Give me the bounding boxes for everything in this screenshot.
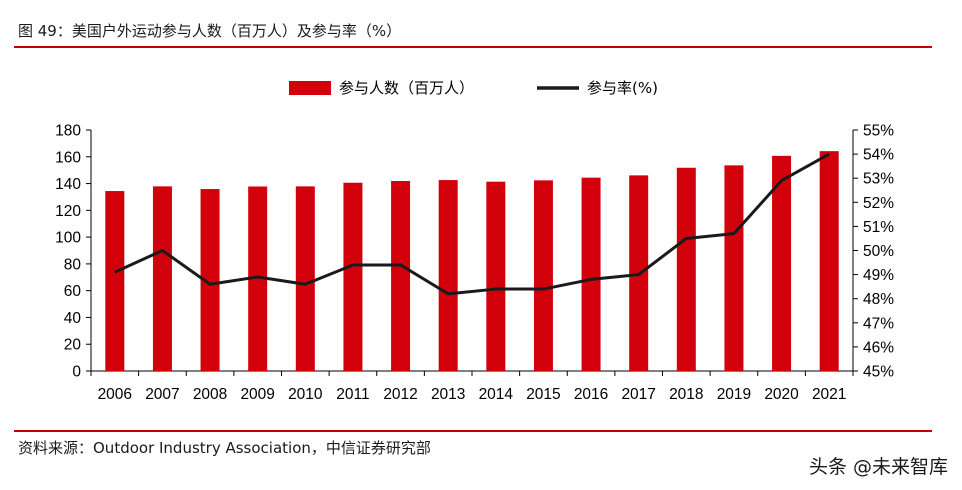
bar bbox=[772, 155, 792, 371]
right-tick-label: 55% bbox=[863, 123, 894, 140]
right-tick-label: 45% bbox=[863, 364, 894, 381]
right-tick-label: 53% bbox=[863, 171, 894, 188]
x-tick-label: 2011 bbox=[336, 386, 369, 403]
bar bbox=[295, 186, 315, 371]
bar bbox=[105, 191, 125, 371]
right-tick-label: 54% bbox=[863, 147, 894, 164]
x-tick-label: 2018 bbox=[669, 386, 703, 403]
x-tick-label: 2021 bbox=[812, 386, 846, 403]
watermark: 头条 @未来智库 bbox=[808, 456, 948, 478]
right-tick-label: 52% bbox=[863, 195, 894, 212]
bar bbox=[152, 186, 172, 371]
left-tick-label: 60 bbox=[64, 283, 82, 300]
x-tick-label: 2009 bbox=[240, 386, 274, 403]
right-tick-label: 51% bbox=[863, 219, 894, 236]
right-tick-label: 50% bbox=[863, 243, 894, 260]
right-tick-label: 48% bbox=[863, 291, 894, 308]
figure-title: 图 49：美国户外运动参与人数（百万人）及参与率（%） bbox=[18, 22, 402, 40]
left-tick-label: 0 bbox=[72, 364, 81, 381]
x-tick-label: 2012 bbox=[383, 386, 417, 403]
bottom-rule bbox=[14, 430, 932, 432]
right-tick-label: 46% bbox=[863, 339, 894, 356]
left-tick-label: 100 bbox=[55, 230, 81, 247]
x-tick-label: 2015 bbox=[526, 386, 560, 403]
x-tick-label: 2013 bbox=[431, 386, 465, 403]
legend-label-bar: 参与人数（百万人） bbox=[339, 79, 474, 97]
left-tick-label: 160 bbox=[55, 149, 81, 166]
bar bbox=[200, 189, 220, 371]
left-tick-label: 20 bbox=[64, 337, 82, 354]
x-tick-label: 2017 bbox=[621, 386, 655, 403]
x-tick-label: 2006 bbox=[98, 386, 132, 403]
chart-legend: 参与人数（百万人） 参与率(%) bbox=[289, 79, 658, 97]
bar bbox=[819, 151, 839, 371]
x-tick-label: 2007 bbox=[145, 386, 179, 403]
x-tick-label: 2010 bbox=[288, 386, 323, 403]
right-tick-label: 49% bbox=[863, 267, 894, 284]
right-tick-label: 47% bbox=[863, 315, 894, 332]
bar bbox=[533, 180, 553, 371]
legend-label-line: 参与率(%) bbox=[587, 79, 658, 97]
x-tick-label: 2020 bbox=[764, 386, 799, 403]
participation-rate-line bbox=[114, 152, 830, 296]
legend-swatch-bar bbox=[289, 81, 331, 95]
title-rule bbox=[14, 46, 932, 48]
bar-series bbox=[105, 151, 839, 371]
left-tick-label: 140 bbox=[55, 176, 81, 193]
x-tick-label: 2019 bbox=[717, 386, 751, 403]
left-tick-label: 120 bbox=[55, 203, 81, 220]
line-series bbox=[114, 152, 830, 296]
left-tick-label: 180 bbox=[55, 123, 81, 140]
x-tick-label: 2016 bbox=[574, 386, 608, 403]
x-tick-label: 2014 bbox=[479, 386, 514, 403]
left-tick-label: 80 bbox=[64, 256, 82, 273]
bar bbox=[676, 167, 696, 371]
x-tick-label: 2008 bbox=[193, 386, 227, 403]
bar bbox=[438, 180, 458, 371]
bar bbox=[581, 177, 601, 371]
bar bbox=[343, 182, 363, 371]
combo-chart: 参与人数（百万人） 参与率(%) 0 20 40 60 80 100 120 140 160 18… bbox=[55, 79, 894, 404]
source-note: 资料来源：Outdoor Industry Association，中信证券研究… bbox=[18, 439, 431, 457]
bar bbox=[391, 181, 411, 371]
left-tick-label: 40 bbox=[64, 310, 82, 327]
bar bbox=[724, 165, 744, 371]
bar bbox=[248, 186, 268, 371]
bar bbox=[486, 181, 506, 371]
tick-labels: 0 20 40 60 80 100 120 140 160 180 45% 46% 47% 48% 49% 5… bbox=[55, 123, 894, 404]
